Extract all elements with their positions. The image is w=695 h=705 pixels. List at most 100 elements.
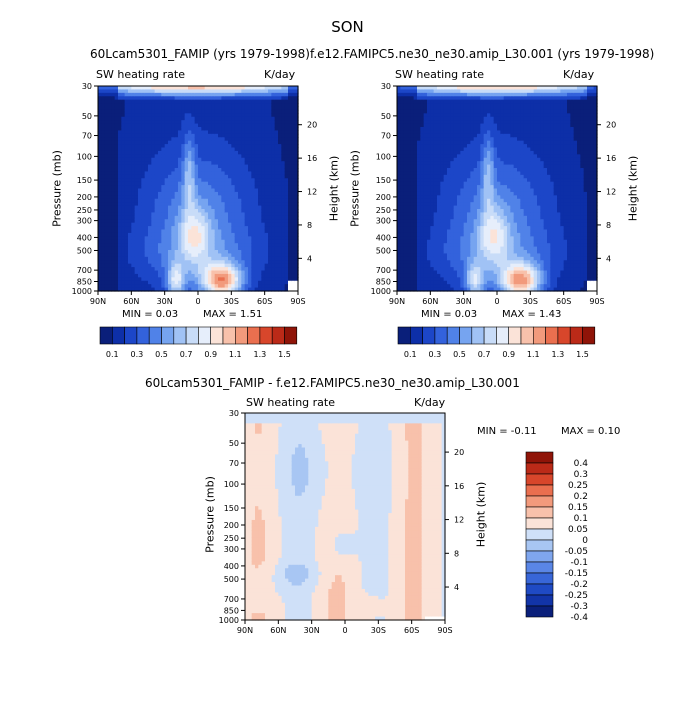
contour-cell [211, 99, 216, 104]
contour-cell [194, 270, 199, 275]
contour-cell [258, 267, 262, 272]
contour-cell [294, 236, 299, 241]
contour-cell [234, 113, 239, 118]
contour-cell [254, 195, 259, 200]
contour-cell [101, 191, 106, 196]
contour-cell [158, 215, 162, 220]
contour-cell [228, 137, 232, 142]
contour-cell [134, 246, 139, 251]
contour-cell [251, 174, 256, 179]
contour-cell [397, 161, 401, 166]
contour-cell [274, 147, 279, 152]
contour-cell [274, 168, 279, 173]
contour-cell [244, 246, 249, 251]
contour-cell [134, 150, 139, 155]
contour-cell [111, 127, 116, 132]
contour-cell [171, 171, 176, 176]
contour-cell [400, 113, 405, 118]
contour-cell [124, 127, 129, 132]
contour-cell [278, 89, 282, 94]
contour-cell [114, 150, 119, 155]
contour-cell [104, 198, 109, 203]
contour-cell [284, 256, 289, 261]
contour-cell [178, 232, 182, 237]
contour-cell [271, 157, 276, 162]
contour-cell [214, 191, 219, 196]
contour-cell [184, 260, 189, 265]
contour-cell [264, 157, 269, 162]
contour-cell [241, 154, 246, 159]
contour-cell [264, 164, 269, 169]
contour-cell [258, 168, 262, 173]
contour-cell [148, 123, 152, 128]
contour-cell [248, 178, 252, 183]
contour-cell [400, 215, 405, 220]
contour-cell [268, 270, 272, 275]
contour-cell [221, 171, 226, 176]
contour-cell [264, 267, 269, 272]
contour-cell [224, 188, 229, 193]
contour-cell [108, 127, 112, 132]
contour-cell [148, 280, 152, 285]
contour-cell [198, 256, 202, 261]
contour-cell [168, 250, 172, 255]
contour-cell [194, 116, 199, 121]
contour-cell [403, 181, 408, 186]
contour-cell [278, 185, 282, 190]
contour-cell [98, 144, 102, 149]
contour-cell [294, 181, 299, 186]
contour-cell [121, 205, 126, 210]
contour-cell [161, 106, 166, 111]
contour-cell [164, 154, 169, 159]
contour-cell [294, 137, 299, 142]
contour-cell [248, 140, 252, 145]
contour-cell [144, 260, 149, 265]
contour-cell [164, 222, 169, 227]
contour-cell [184, 191, 189, 196]
contour-cell [234, 215, 239, 220]
contour-cell [291, 256, 296, 261]
contour-cell [114, 212, 119, 217]
contour-cell [284, 164, 289, 169]
contour-cell [400, 161, 405, 166]
contour-cell [248, 205, 252, 210]
contour-cell [228, 178, 232, 183]
contour-cell [141, 263, 146, 268]
contour-cell [258, 154, 262, 159]
contour-cell [254, 212, 259, 217]
contour-cell [164, 164, 169, 169]
contour-cell [268, 178, 272, 183]
contour-cell [294, 164, 299, 169]
contour-cell [151, 120, 156, 125]
contour-cell [98, 130, 102, 135]
contour-cell [118, 280, 122, 285]
contour-cell [114, 246, 119, 251]
contour-cell [171, 103, 176, 108]
contour-cell [168, 280, 172, 285]
contour-cell [184, 92, 189, 97]
contour-cell [138, 178, 142, 183]
contour-cell [161, 273, 166, 278]
contour-cell [274, 263, 279, 268]
contour-cell [274, 137, 279, 142]
contour-cell [174, 178, 179, 183]
contour-cell [254, 277, 259, 282]
contour-cell [281, 243, 286, 248]
contour-cell [171, 99, 176, 104]
contour-cell [131, 205, 136, 210]
contour-cell [294, 178, 299, 183]
contour-cell [281, 267, 286, 272]
contour-cell [201, 147, 206, 152]
contour-cell [114, 191, 119, 196]
contour-cell [128, 185, 132, 190]
contour-cell [291, 86, 296, 91]
contour-cell [400, 127, 405, 132]
contour-cell [211, 181, 216, 186]
contour-cell [241, 123, 246, 128]
contour-cell [148, 161, 152, 166]
contour-cell [288, 157, 292, 162]
contour-cell [148, 246, 152, 251]
contour-cell [101, 150, 106, 155]
contour-cell [114, 188, 119, 193]
contour-cell [400, 232, 405, 237]
